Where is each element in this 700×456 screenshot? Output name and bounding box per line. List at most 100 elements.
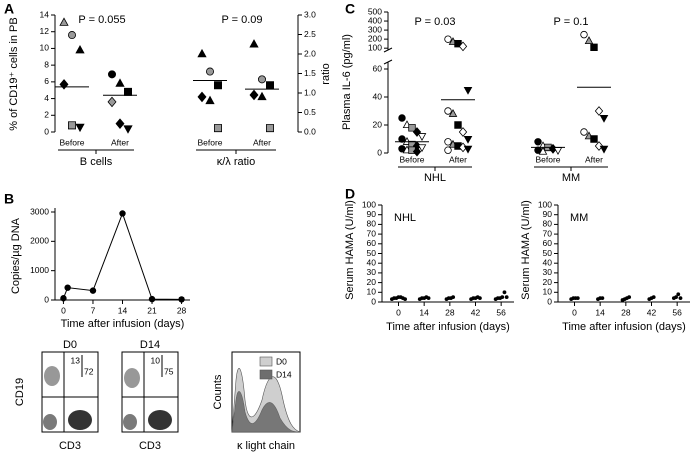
marker: [265, 124, 275, 133]
point: [478, 296, 482, 301]
marker: [580, 128, 588, 136]
y-tick-label: 60: [367, 238, 377, 248]
axis-label: Time after infusion (days): [61, 318, 185, 330]
y-tick-label: 3.0: [304, 9, 316, 19]
point: [502, 290, 507, 295]
cell-cluster: [43, 414, 57, 430]
p-value: P = 0.09: [221, 14, 262, 26]
y-tick-label: 20: [373, 119, 383, 129]
marker: [580, 30, 588, 39]
marker: [213, 81, 223, 90]
axis-label: Serum HAMA (U/ml): [344, 200, 356, 300]
group-label: NHL: [424, 172, 446, 184]
quadrant-value: 10: [151, 355, 161, 365]
point: [178, 296, 185, 303]
y-tick-label: 0: [44, 294, 49, 304]
point: [674, 295, 678, 300]
legend-label: D14: [276, 369, 292, 379]
y-tick-label: 60: [543, 238, 553, 248]
cell-cluster: [68, 410, 92, 430]
marker: [590, 135, 598, 143]
marker: [417, 133, 427, 141]
line-series: [62, 212, 182, 300]
y-tick-label: 100: [362, 199, 376, 209]
plot-title: D0: [63, 339, 77, 351]
x-tick-label: 0: [396, 307, 401, 317]
x-tick-label: 21: [147, 305, 157, 315]
y-tick-label: 50: [543, 248, 553, 258]
y-tick-label: 10: [367, 287, 377, 297]
y-tick-label: 40: [373, 91, 383, 101]
y-tick-label: 14: [40, 9, 50, 19]
marker: [265, 81, 275, 90]
marker: [599, 145, 609, 154]
axis-label: Plasma IL-6 (pg/ml): [341, 34, 353, 130]
marker: [463, 86, 473, 95]
quadrant-value: 75: [164, 366, 174, 376]
x-tick-label: 14: [595, 307, 605, 317]
marker: [463, 135, 473, 144]
point: [627, 295, 632, 300]
cell-cluster: [123, 414, 137, 430]
marker: [108, 70, 117, 79]
point: [426, 296, 431, 301]
y-tick-label: 30: [543, 267, 553, 277]
y-tick-label: 0: [44, 126, 49, 136]
marker: [68, 121, 76, 130]
quadrant-value: 72: [84, 366, 94, 376]
axis-label: Time after infusion (days): [562, 321, 686, 333]
y-tick-label: 0: [377, 147, 382, 157]
point: [148, 295, 156, 303]
y-tick-label: 400: [368, 15, 382, 25]
plot-title: MM: [570, 212, 588, 224]
marker: [205, 67, 214, 76]
category-label: Before: [197, 137, 222, 147]
y-tick-label: 40: [543, 257, 553, 267]
y-tick-label: 1.5: [304, 68, 316, 78]
marker: [444, 138, 452, 146]
axis-label: CD3: [139, 440, 161, 452]
point: [64, 284, 71, 291]
point: [403, 297, 407, 301]
x-tick-label: 28: [177, 305, 187, 315]
axis-label: Time after infusion (days): [386, 321, 510, 333]
marker: [115, 78, 125, 87]
p-value: P = 0.055: [78, 14, 125, 26]
category-label: Before: [535, 154, 560, 164]
x-tick-label: 0: [61, 305, 66, 315]
y-tick-label: 8: [44, 59, 49, 69]
marker: [599, 114, 609, 123]
y-tick-label: 90: [367, 209, 377, 219]
marker: [59, 17, 69, 26]
y-tick-label: 20: [367, 277, 377, 287]
panel-label: B: [4, 191, 14, 207]
marker: [115, 118, 125, 129]
x-tick-label: 14: [118, 305, 128, 315]
y-tick-label: 2.5: [304, 29, 316, 39]
point: [500, 295, 505, 300]
axis-label: ratio: [320, 63, 332, 84]
point: [89, 287, 97, 294]
histogram-curve: [231, 391, 301, 433]
category-label: After: [253, 137, 271, 147]
x-tick-label: 42: [471, 307, 481, 317]
y-tick-label: 10: [543, 287, 553, 297]
marker: [454, 121, 462, 129]
point: [600, 296, 605, 301]
y-tick-label: 300: [368, 24, 382, 34]
marker: [448, 109, 458, 117]
category-label: After: [111, 137, 129, 147]
panel-label: C: [345, 1, 355, 17]
marker: [123, 125, 133, 134]
y-tick-label: 0.5: [304, 107, 316, 117]
x-tick-label: 0: [572, 307, 577, 317]
marker: [463, 145, 473, 154]
axis-label: Serum HAMA (U/ml): [520, 200, 532, 300]
y-tick-label: 0: [547, 296, 552, 306]
marker: [398, 114, 406, 122]
y-tick-label: 100: [538, 199, 552, 209]
category-label: After: [449, 154, 467, 164]
marker: [458, 41, 468, 52]
point: [575, 296, 580, 301]
